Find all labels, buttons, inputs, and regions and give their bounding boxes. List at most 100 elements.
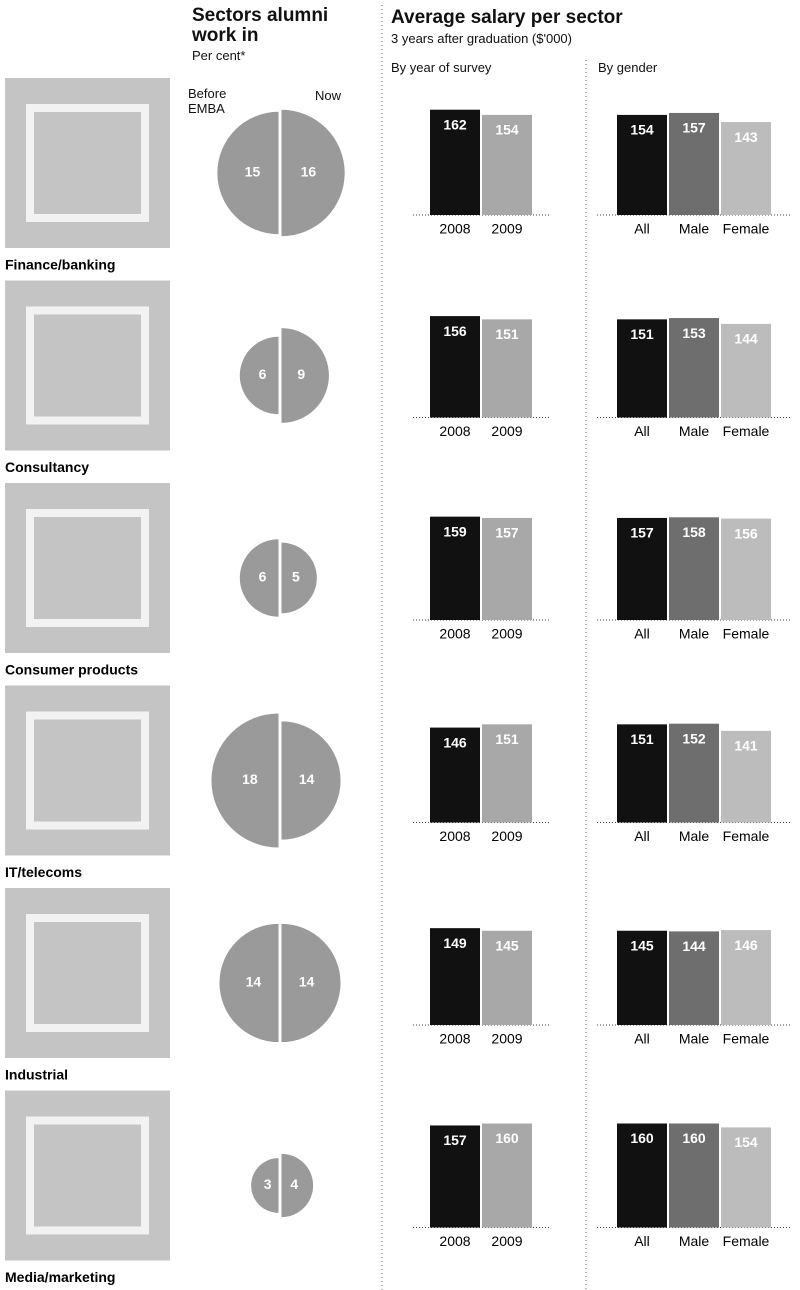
share-label: 14: [299, 974, 315, 990]
share-label: 14: [299, 771, 315, 787]
sector-icon-frame: [26, 306, 149, 425]
share-label: 15: [245, 164, 261, 180]
category-label: 2009: [491, 1031, 522, 1047]
category-label: Female: [723, 221, 770, 237]
category-label: Male: [679, 423, 710, 439]
value-label: 159: [443, 523, 467, 539]
bar: [617, 114, 667, 215]
bar: [617, 930, 667, 1025]
value-label: 151: [495, 326, 519, 342]
category-label: 2008: [439, 1031, 470, 1047]
bar: [617, 724, 667, 823]
bar: [669, 931, 719, 1025]
bar: [430, 316, 480, 418]
title: Sectors alumni work in: [192, 5, 329, 46]
share-half: [281, 328, 329, 423]
sector-icon-frame: [26, 914, 149, 1032]
category-label: Male: [679, 1031, 710, 1047]
sector-name: Consultancy: [5, 459, 89, 475]
bar: [430, 516, 480, 620]
value-label: 158: [682, 524, 706, 540]
value-label: 157: [630, 525, 654, 541]
bar: [482, 930, 532, 1025]
category-label: All: [634, 221, 650, 237]
value-label: 143: [734, 129, 758, 145]
category-label: Male: [679, 828, 710, 844]
share-label: 9: [297, 366, 305, 382]
share-label: 5: [292, 569, 300, 585]
value-label: 160: [682, 1130, 706, 1146]
category-label: 2008: [439, 1233, 470, 1249]
bar: [721, 1127, 771, 1228]
category-label: Male: [679, 1233, 710, 1249]
category-label: All: [634, 1233, 650, 1249]
category-label: 2008: [439, 828, 470, 844]
share-label: 3: [264, 1176, 272, 1192]
value-label: 151: [495, 731, 519, 747]
sector-icon-frame: [26, 509, 149, 627]
share-half: [239, 336, 279, 415]
share-label: 16: [301, 164, 317, 180]
category-label: Female: [723, 828, 770, 844]
value-label: 149: [443, 935, 467, 951]
sector-name: Industrial: [5, 1067, 68, 1083]
bar: [669, 112, 719, 215]
bar: [669, 1123, 719, 1228]
category-label: 2008: [439, 423, 470, 439]
category-label: 2009: [491, 1233, 522, 1249]
sector-icon-frame: [26, 711, 149, 830]
share-label: 6: [259, 366, 267, 382]
bar: [430, 928, 480, 1025]
value-label: 162: [443, 116, 467, 132]
sector-name: Media/marketing: [5, 1269, 115, 1285]
category-label: All: [634, 423, 650, 439]
share-half: [281, 542, 317, 614]
bar: [721, 730, 771, 823]
value-label: 153: [682, 325, 706, 341]
share-half: [239, 539, 279, 617]
share-half: [219, 923, 279, 1043]
title: Average salary per sector: [391, 7, 623, 28]
share-half: [281, 109, 345, 237]
subtitle: Per cent*: [192, 48, 246, 63]
subtitle: 3 years after graduation ($'000): [391, 31, 572, 46]
value-label: 151: [630, 731, 654, 747]
share-label: 18: [242, 771, 258, 787]
bar: [721, 323, 771, 418]
share-half: [281, 923, 341, 1043]
share-half: [251, 1158, 279, 1213]
bar: [430, 109, 480, 215]
share-half: [281, 1153, 314, 1218]
category-label: Female: [723, 626, 770, 642]
before-label: Before EMBA: [188, 86, 227, 116]
section-label: By year of survey: [391, 60, 492, 75]
sector-name: Finance/banking: [5, 257, 115, 273]
bar: [482, 1123, 532, 1228]
value-label: 157: [443, 1132, 467, 1148]
sector-icon-frame: [26, 104, 149, 222]
bar: [669, 318, 719, 418]
category-label: Male: [679, 221, 710, 237]
sector-name: IT/telecoms: [5, 864, 82, 880]
bar: [482, 724, 532, 823]
bar: [617, 1123, 667, 1228]
value-label: 156: [734, 525, 758, 541]
share-label: 4: [290, 1176, 298, 1192]
value-label: 144: [734, 331, 758, 347]
category-label: Female: [723, 1233, 770, 1249]
category-label: Female: [723, 1031, 770, 1047]
bar: [482, 319, 532, 418]
category-label: All: [634, 828, 650, 844]
bar: [721, 122, 771, 215]
category-label: All: [634, 1031, 650, 1047]
value-label: 152: [682, 730, 706, 746]
value-label: 144: [682, 938, 706, 954]
bar: [669, 723, 719, 823]
bar: [617, 319, 667, 418]
category-label: 2009: [491, 221, 522, 237]
section-label: By gender: [598, 60, 658, 75]
share-half: [281, 721, 341, 840]
value-label: 154: [495, 122, 519, 138]
category-label: Female: [723, 423, 770, 439]
category-label: 2008: [439, 626, 470, 642]
